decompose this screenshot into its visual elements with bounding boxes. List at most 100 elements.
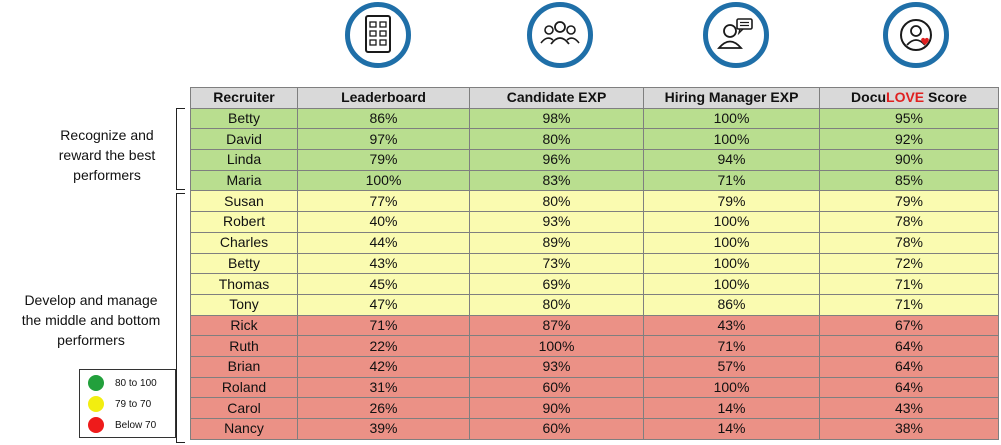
- user-heart-icon-circle: [883, 2, 949, 68]
- hiring-manager-chat-icon: [717, 18, 753, 49]
- cell-recruiter: David: [190, 128, 298, 151]
- candidate-group-icon-circle: [527, 2, 593, 68]
- table-row: David 97% 80% 100% 92%: [190, 128, 999, 151]
- cell-hiring-manager-exp: 100%: [643, 128, 820, 151]
- cell-hiring-manager-exp: 94%: [643, 149, 820, 171]
- recruiter-scores-table: Recruiter Leaderboard Candidate EXP Hiri…: [190, 87, 999, 440]
- group-label-bottom-line-1: Develop and manage: [24, 292, 158, 308]
- legend-dot-mid: [88, 396, 104, 412]
- group-label-top-line-1: Recognize and: [60, 127, 154, 143]
- column-header-candidate-exp: Candidate EXP: [469, 87, 644, 109]
- column-header-recruiter: Recruiter: [190, 87, 298, 109]
- hiring-manager-chat-icon-circle: [703, 2, 769, 68]
- cell-doculove-score: 85%: [819, 169, 999, 192]
- cell-doculove-score: 64%: [819, 376, 999, 399]
- cell-hiring-manager-exp: 86%: [643, 293, 820, 316]
- cell-recruiter: Ruth: [190, 335, 298, 357]
- cell-hiring-manager-exp: 100%: [643, 211, 820, 233]
- cell-doculove-score: 90%: [819, 149, 999, 171]
- table-row: Rick 71% 87% 43% 67%: [190, 314, 999, 337]
- bracket-top: [176, 108, 185, 190]
- cell-candidate-exp: 83%: [469, 169, 644, 192]
- cell-doculove-score: 43%: [819, 397, 999, 419]
- cell-candidate-exp: 98%: [469, 107, 644, 130]
- table-row: Maria 100% 83% 71% 85%: [190, 169, 999, 192]
- cell-leaderboard: 22%: [297, 335, 470, 357]
- legend-label-mid: 79 to 70: [115, 399, 152, 410]
- cell-recruiter: Charles: [190, 231, 298, 254]
- column-header-leaderboard: Leaderboard: [297, 87, 470, 109]
- group-label-top: Recognize and reward the best performers: [40, 125, 174, 185]
- cell-recruiter: Betty: [190, 107, 298, 130]
- cell-candidate-exp: 73%: [469, 252, 644, 275]
- cell-recruiter: Susan: [190, 190, 298, 213]
- legend-label-high: 80 to 100: [115, 378, 157, 389]
- cell-recruiter: Roland: [190, 376, 298, 399]
- score-header-prefix: Docu: [851, 89, 887, 106]
- cell-candidate-exp: 96%: [469, 149, 644, 171]
- leaderboard-icon-circle: [345, 2, 411, 68]
- cell-recruiter: Thomas: [190, 273, 298, 295]
- cell-hiring-manager-exp: 79%: [643, 190, 820, 213]
- cell-recruiter: Carol: [190, 397, 298, 419]
- cell-leaderboard: 45%: [297, 273, 470, 295]
- leaderboard-icon: [365, 15, 391, 53]
- cell-leaderboard: 44%: [297, 231, 470, 254]
- bracket-bottom: [176, 193, 185, 443]
- cell-hiring-manager-exp: 100%: [643, 107, 820, 130]
- cell-leaderboard: 42%: [297, 355, 470, 378]
- table-row: Linda 79% 96% 94% 90%: [190, 149, 999, 171]
- cell-doculove-score: 72%: [819, 252, 999, 275]
- cell-candidate-exp: 93%: [469, 211, 644, 233]
- cell-doculove-score: 78%: [819, 211, 999, 233]
- cell-recruiter: Nancy: [190, 418, 298, 440]
- table-row: Tony 47% 80% 86% 71%: [190, 293, 999, 316]
- legend-dot-low: [88, 417, 104, 433]
- column-header-hiring-manager-exp: Hiring Manager EXP: [643, 87, 820, 109]
- cell-leaderboard: 97%: [297, 128, 470, 151]
- cell-candidate-exp: 90%: [469, 397, 644, 419]
- cell-recruiter: Tony: [190, 293, 298, 316]
- cell-doculove-score: 71%: [819, 293, 999, 316]
- table-row: Robert 40% 93% 100% 78%: [190, 211, 999, 233]
- group-label-top-line-3: performers: [73, 167, 141, 183]
- cell-leaderboard: 86%: [297, 107, 470, 130]
- group-label-top-line-2: reward the best: [58, 147, 156, 163]
- cell-hiring-manager-exp: 100%: [643, 273, 820, 295]
- score-header-highlight: LOVE: [886, 89, 925, 106]
- table-row: Carol 26% 90% 14% 43%: [190, 397, 999, 419]
- cell-recruiter: Brian: [190, 355, 298, 378]
- cell-candidate-exp: 80%: [469, 128, 644, 151]
- cell-candidate-exp: 89%: [469, 231, 644, 254]
- cell-leaderboard: 47%: [297, 293, 470, 316]
- cell-hiring-manager-exp: 71%: [643, 335, 820, 357]
- cell-candidate-exp: 87%: [469, 314, 644, 337]
- cell-leaderboard: 39%: [297, 418, 470, 440]
- cell-doculove-score: 38%: [819, 418, 999, 440]
- candidate-group-icon: [540, 21, 580, 45]
- cell-recruiter: Rick: [190, 314, 298, 337]
- table-row: Thomas 45% 69% 100% 71%: [190, 273, 999, 295]
- legend-label-low: Below 70: [115, 420, 157, 431]
- cell-candidate-exp: 80%: [469, 293, 644, 316]
- cell-candidate-exp: 93%: [469, 355, 644, 378]
- cell-doculove-score: 95%: [819, 107, 999, 130]
- table-row: Susan 77% 80% 79% 79%: [190, 190, 999, 213]
- group-label-bottom-line-3: performers: [57, 332, 125, 348]
- cell-candidate-exp: 69%: [469, 273, 644, 295]
- group-label-bottom-line-2: the middle and bottom: [21, 312, 161, 328]
- cell-doculove-score: 92%: [819, 128, 999, 151]
- cell-recruiter: Linda: [190, 149, 298, 171]
- group-label-bottom: Develop and manage the middle and bottom…: [6, 290, 176, 350]
- table-row: Nancy 39% 60% 14% 38%: [190, 418, 999, 440]
- table-row: Ruth 22% 100% 71% 64%: [190, 335, 999, 357]
- score-header-suffix: Score: [924, 89, 967, 106]
- table-row: Charles 44% 89% 100% 78%: [190, 231, 999, 254]
- cell-hiring-manager-exp: 43%: [643, 314, 820, 337]
- cell-leaderboard: 100%: [297, 169, 470, 192]
- table-body: Betty 86% 98% 100% 95% David 97% 80% 100% 92% Lind…: [190, 107, 999, 440]
- user-heart-icon: [900, 19, 932, 51]
- table-row: Betty 86% 98% 100% 95%: [190, 107, 999, 130]
- cell-leaderboard: 77%: [297, 190, 470, 213]
- cell-candidate-exp: 100%: [469, 335, 644, 357]
